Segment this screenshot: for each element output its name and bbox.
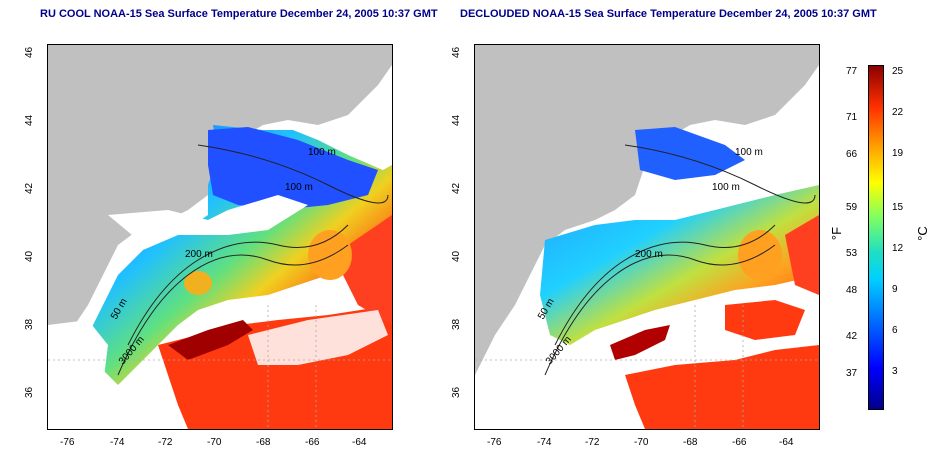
lat-tick: 40 [24,250,35,262]
land-mass [475,45,819,375]
lat-tick: 38 [451,318,462,330]
celsius-tick: 3 [892,366,898,377]
contour-label: 100 m [712,182,740,193]
isobath-2 [117,244,349,376]
fahrenheit-tick: 71 [846,112,858,123]
cloud-patch-2 [248,310,388,365]
lon-tick: -68 [256,437,271,448]
sst-eddy [308,230,352,280]
grid [475,305,819,429]
celsius-tick: 19 [892,148,904,159]
lon-tick: -74 [110,437,125,448]
isobath [554,224,776,346]
fahrenheit-tick: 37 [846,368,858,379]
fahrenheit-tick: 48 [846,285,858,296]
right-sst-map: 100 m 100 m 200 m 50 m 3000 m [474,44,820,430]
sst-eddy-2 [184,271,212,295]
sst-warm-east [785,215,819,295]
left-sst-map: 100 m 100 m 200 m 50 m 3000 m [47,44,393,430]
celsius-tick: 22 [892,107,904,118]
lon-tick: -72 [158,437,173,448]
left-map-title: RU COOL NOAA-15 Sea Surface Temperature … [40,8,438,20]
fahrenheit-tick: 66 [846,149,858,160]
fahrenheit-tick: 59 [846,202,858,213]
isobath-2 [544,244,776,376]
lon-tick: -64 [352,437,367,448]
lon-tick: -66 [305,437,320,448]
celsius-tick: 25 [892,66,904,77]
fahrenheit-tick: 53 [846,248,858,259]
celsius-tick: 12 [892,243,904,254]
celsius-tick: 15 [892,202,904,213]
celsius-unit-label: °C [914,226,930,241]
isobath-3 [624,144,816,204]
celsius-tick: 9 [892,284,898,295]
cloud-patch-3 [48,320,108,429]
sst-warm-east [343,215,392,325]
contour-label: 200 m [635,249,663,260]
sst-cold-patch [208,127,378,210]
contour-label: 100 m [285,182,313,193]
temperature-colorbar [868,65,884,410]
lon-tick: -70 [207,437,222,448]
lon-tick: -64 [779,437,794,448]
isobath [127,224,349,346]
lat-tick: 36 [24,386,35,398]
sst-cold-patch [635,127,745,180]
lon-tick: -72 [585,437,600,448]
land-mass [48,45,392,375]
contour-label: 200 m [185,249,213,260]
lon-tick: -76 [487,437,502,448]
lat-tick: 42 [451,182,462,194]
lat-tick: 40 [451,250,462,262]
fahrenheit-tick: 77 [846,66,858,77]
contour-label: 100 m [735,147,763,158]
sst-warm-ring [168,320,253,360]
celsius-tick: 6 [892,325,898,336]
lat-tick: 44 [24,114,35,126]
lon-tick: -66 [732,437,747,448]
lon-tick: -74 [537,437,552,448]
lon-tick: -68 [683,437,698,448]
fahrenheit-tick: 42 [846,331,858,342]
lat-tick: 44 [451,114,462,126]
lat-tick: 42 [24,182,35,194]
lon-tick: -70 [634,437,649,448]
contour-label: 100 m [308,147,336,158]
cloud-patch [108,195,308,240]
sst-warm-water [625,345,819,429]
sst-shelf [540,185,819,345]
lat-tick: 38 [24,318,35,330]
fahrenheit-unit-label: °F [829,226,845,241]
grid [48,305,392,429]
sst-warm-ring [610,325,670,360]
lon-tick: -76 [60,437,75,448]
isobath-3 [197,144,389,204]
lat-tick: 46 [24,46,35,58]
lat-tick: 36 [451,386,462,398]
lat-tick: 46 [451,46,462,58]
sst-warm-water-2 [725,300,805,340]
right-map-title: DECLOUDED NOAA-15 Sea Surface Temperatur… [460,8,877,20]
